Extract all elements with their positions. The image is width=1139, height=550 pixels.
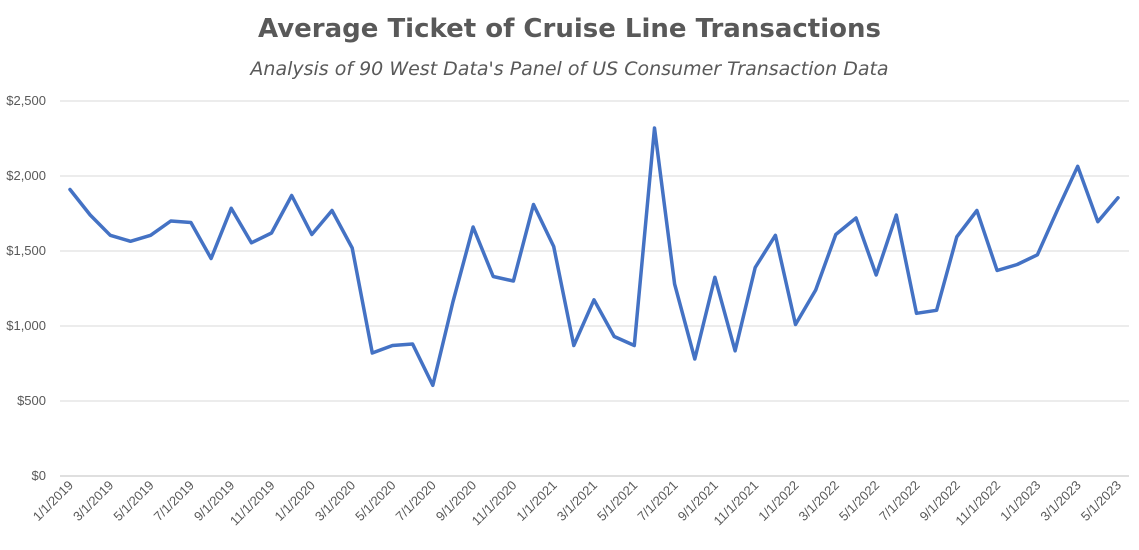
y-tick-label: $1,500 [6,243,46,258]
y-tick-label: $2,000 [6,168,46,183]
x-tick-label: 1/1/2019 [30,478,76,524]
chart-title: Average Ticket of Cruise Line Transactio… [258,14,881,44]
x-tick-label: 5/1/2019 [110,478,156,524]
x-tick-label: 3/1/2023 [1037,478,1083,524]
chart-subtitle: Analysis of 90 West Data's Panel of US C… [250,58,889,80]
x-tick-label: 5/1/2021 [594,478,640,524]
y-tick-label: $1,000 [6,318,46,333]
x-tick-label: 11/1/2019 [227,478,278,529]
x-tick-label: 1/1/2020 [272,478,318,524]
x-tick-label: 3/1/2022 [796,478,842,524]
x-tick-label: 5/1/2022 [836,478,882,524]
x-tick-label: 11/1/2021 [711,478,762,529]
x-tick-label: 7/1/2020 [392,478,438,524]
x-tick-label: 3/1/2019 [70,478,116,524]
x-tick-label: 7/1/2021 [634,478,680,524]
series-line-average-ticket [68,126,1120,388]
y-tick-label: $0 [32,468,46,483]
x-tick-label: 3/1/2020 [312,478,358,524]
x-tick-label: 1/1/2022 [755,478,801,524]
x-tick-label: 3/1/2021 [554,478,600,524]
x-tick-label: 7/1/2019 [151,478,197,524]
y-tick-label: $2,500 [6,93,46,108]
x-tick-label: 1/1/2021 [513,478,559,524]
x-tick-label: 11/1/2020 [469,478,520,529]
x-tick-label: 5/1/2020 [352,478,398,524]
x-tick-label: 5/1/2023 [1078,478,1124,524]
x-tick-label: 11/1/2022 [952,478,1003,529]
x-tick-label: 1/1/2023 [997,478,1043,524]
x-tick-label: 7/1/2022 [876,478,922,524]
y-tick-label: $500 [17,393,46,408]
